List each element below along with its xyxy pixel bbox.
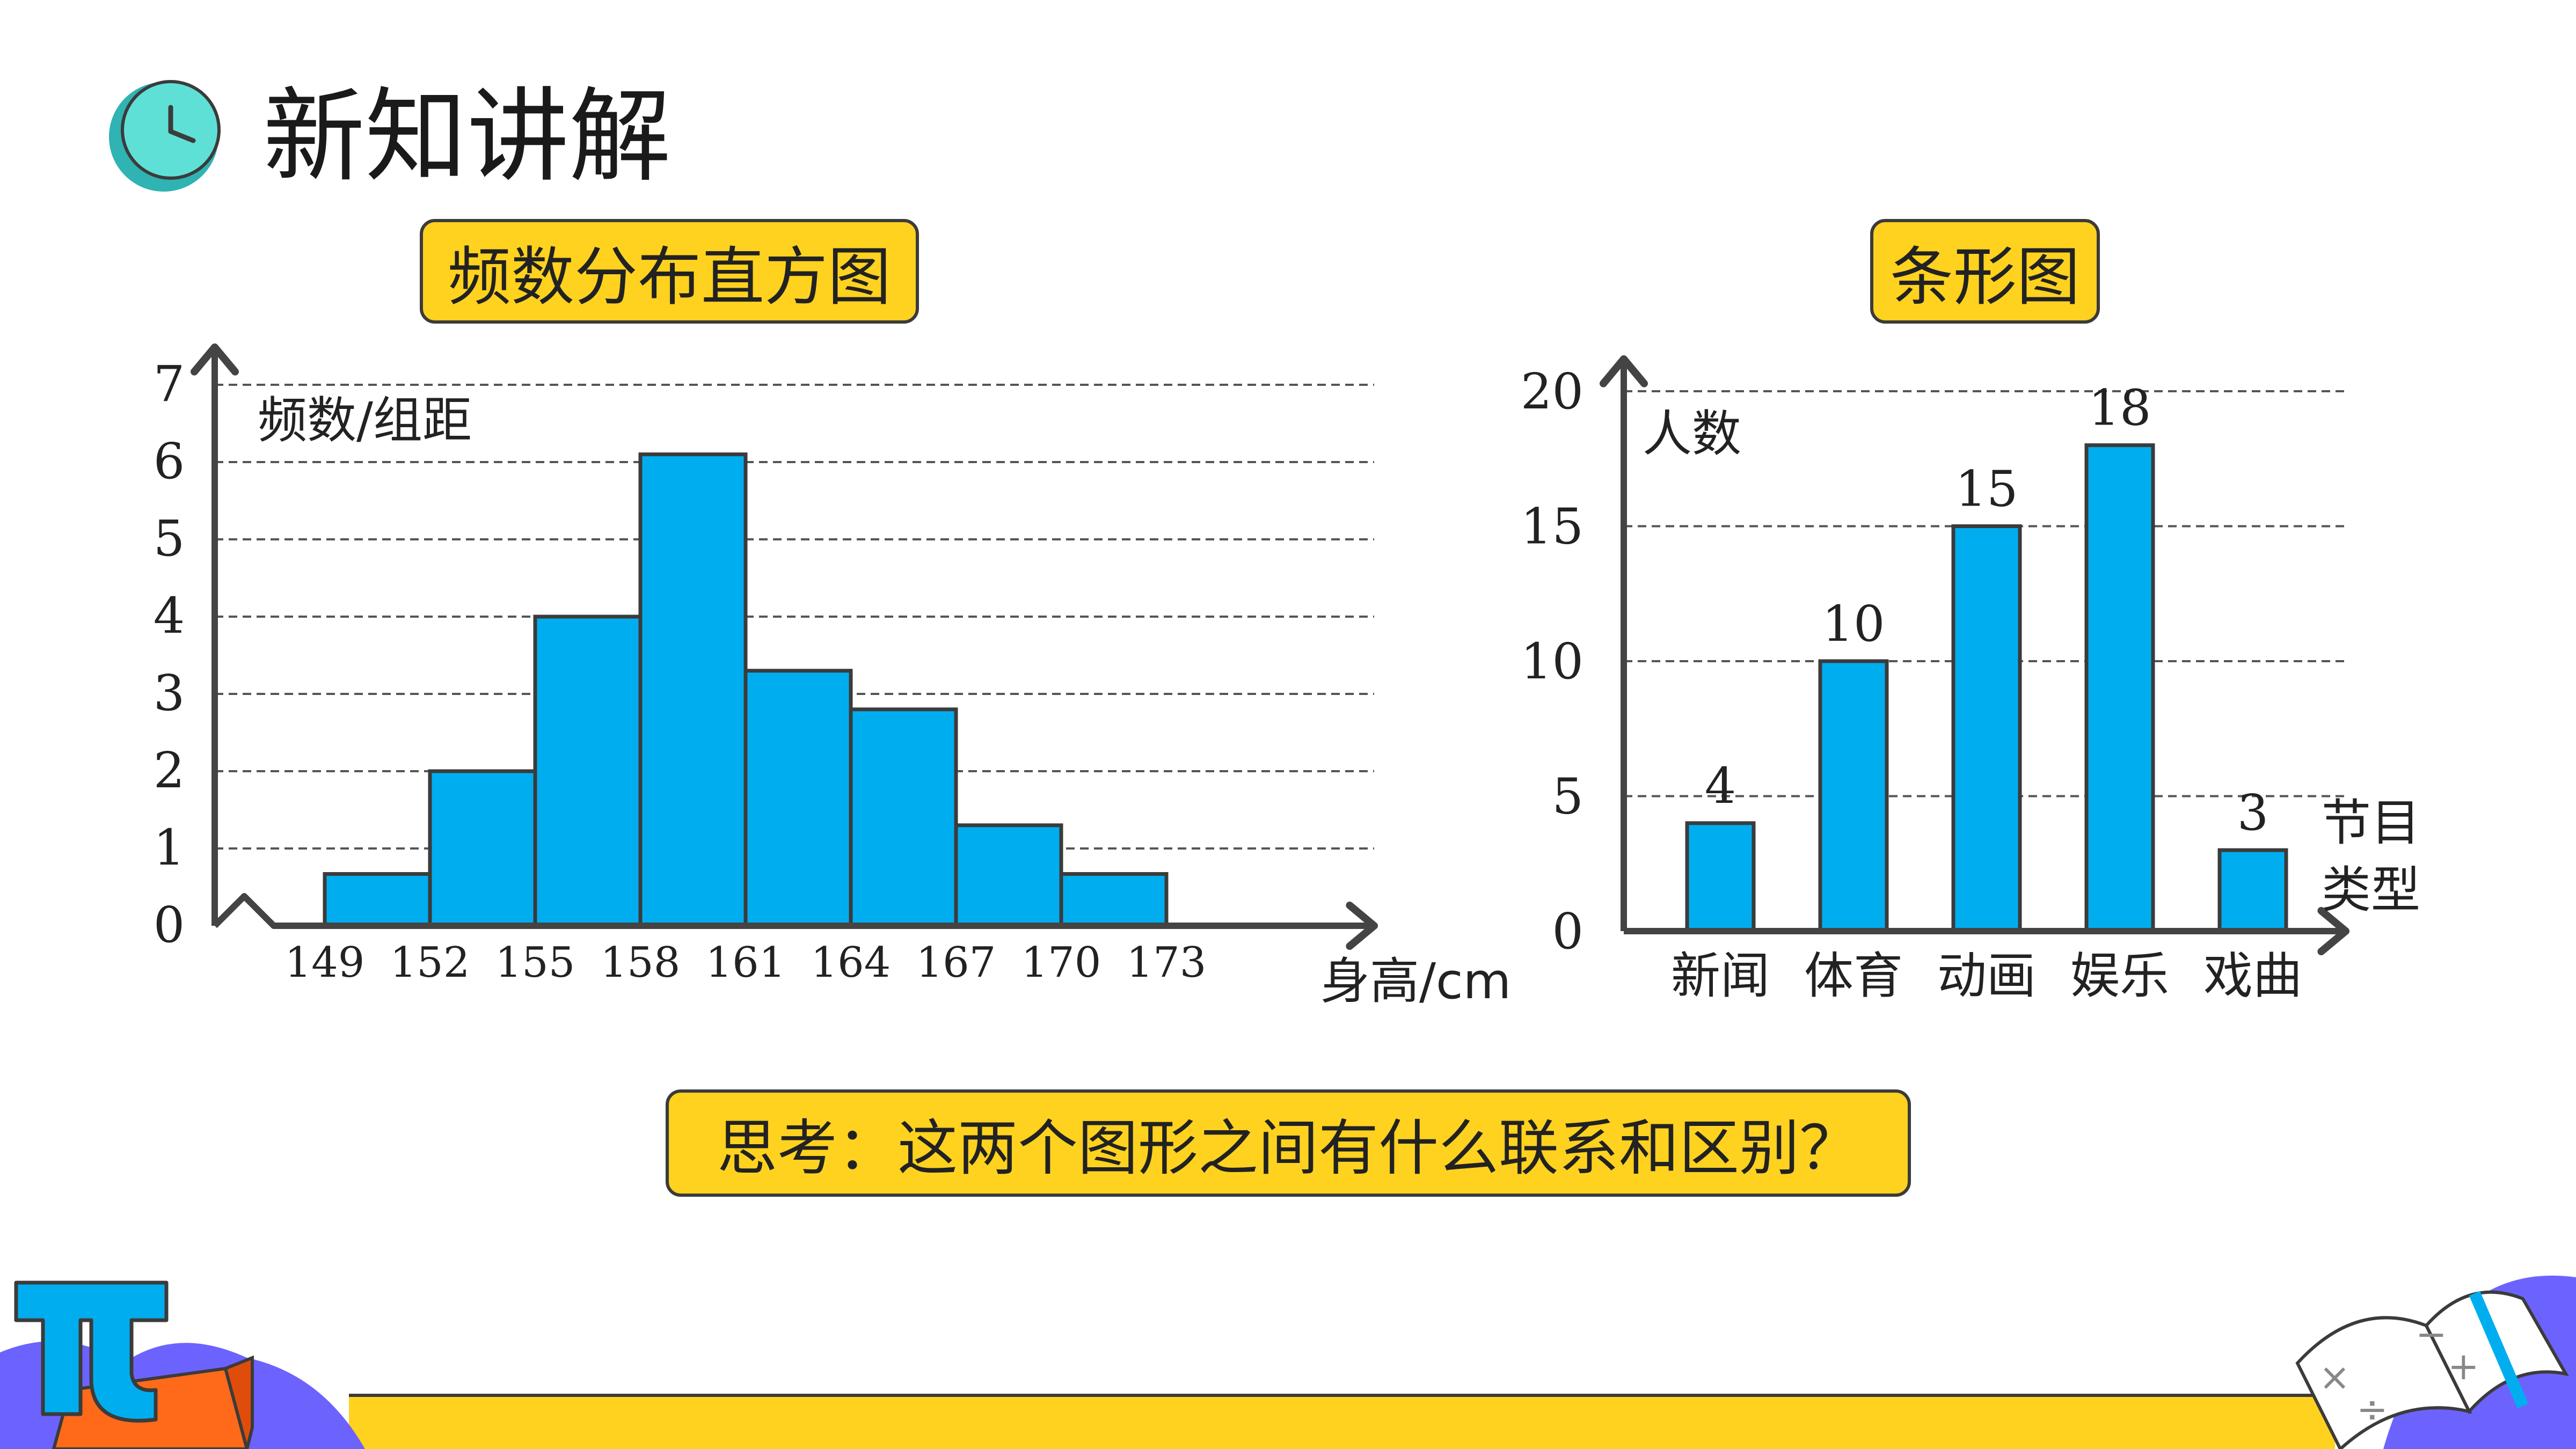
histogram-y-tick-label: 0 (154, 896, 185, 954)
bar-chart-bar (2084, 443, 2155, 933)
bar-chart-y-tick-label: 15 (1521, 498, 1583, 555)
histogram-y-tick-label: 4 (154, 587, 185, 645)
bar-chart-bar (1818, 659, 1889, 933)
histogram-y-tick-label: 2 (154, 742, 185, 799)
math-book-icon: × ÷ − + (2295, 1290, 2569, 1449)
histogram-y-tick-label: 7 (154, 355, 185, 413)
bar-chart-category-label: 动画 (1937, 947, 2036, 1005)
svg-text:+: + (2448, 1344, 2479, 1388)
histogram-bar (323, 872, 432, 928)
bar-chart-y-arrow (1600, 355, 1648, 387)
bar-chart-data-label: 4 (1705, 757, 1736, 815)
histogram-title-box: 频数分布直方图 (420, 219, 919, 324)
bar-chart-bar (1951, 524, 2022, 933)
bar-chart: 0 5 10 15 20 新闻 体育 动画 娱乐 戏曲 4 10 15 18 3 人数 节目 类型 (1521, 355, 2420, 1005)
bar-chart-category-label: 娱乐 (2070, 947, 2169, 1005)
bar-chart-y-tick-label: 0 (1552, 903, 1583, 960)
histogram-x-tick-label: 164 (811, 939, 891, 987)
footer-decoration (0, 1275, 2576, 1449)
clock-icon (109, 80, 221, 192)
bar-chart-category-label: 新闻 (1671, 947, 1770, 1005)
bar-chart-bar (2217, 848, 2288, 933)
bar-chart-x-arrow (2317, 907, 2349, 955)
histogram-x-tick-label: 152 (390, 939, 470, 987)
bar-chart-y-tick-label: 10 (1521, 633, 1583, 690)
histogram-x-tick-label: 155 (495, 939, 575, 987)
histogram-x-tick-label: 149 (285, 939, 365, 987)
histogram-bar (638, 452, 748, 928)
histogram-x-tick-label: 170 (1021, 939, 1101, 987)
bar-chart-data-label: 3 (2237, 784, 2269, 841)
histogram-x-axis-label: 身高/cm (1320, 953, 1511, 1010)
histogram-y-axis-label: 频数/组距 (258, 392, 472, 449)
bar-chart-y-tick-label: 5 (1552, 768, 1583, 825)
histogram-bar (428, 769, 537, 928)
bar-chart-title-box: 条形图 (1870, 219, 2100, 324)
histogram-x-tick-label: 158 (601, 939, 681, 987)
histogram-bar (1059, 872, 1169, 928)
bar-chart-x-axis-label-line1: 节目 (2322, 794, 2420, 852)
histogram-y-tick-label: 1 (154, 819, 185, 876)
histogram-y-tick-label: 3 (154, 664, 185, 722)
histogram-x-tick-label: 173 (1127, 939, 1207, 987)
bar-chart-y-axis-label: 人数 (1643, 405, 1741, 463)
bar-chart-x-axis-label-line2: 类型 (2322, 861, 2420, 919)
bar-chart-category-label: 体育 (1804, 947, 1903, 1005)
histogram-x-tick-label: 161 (706, 939, 786, 987)
pi-icon (14, 1280, 169, 1423)
histogram-y-tick-label: 6 (154, 433, 185, 490)
svg-text:−: − (2416, 1312, 2447, 1356)
histogram-chart: 0 1 2 3 4 5 6 7 149 152 155 158 161 164 167 170 173 频数/… (154, 343, 1511, 1010)
svg-text:×: × (2319, 1355, 2351, 1399)
bar-chart-y-tick-label: 20 (1521, 363, 1583, 420)
bar-chart-data-label: 10 (1822, 595, 1885, 653)
page-title: 新知讲解 (263, 77, 672, 196)
bar-chart-bar (1685, 821, 1756, 933)
bar-chart-category-label: 戏曲 (2203, 947, 2302, 1005)
histogram-x-tick-label: 167 (916, 939, 996, 987)
histogram-bar (954, 823, 1063, 928)
histogram-y-tick-label: 5 (154, 510, 185, 567)
histogram-y-arrow (191, 343, 239, 376)
histogram-bar (849, 707, 958, 928)
bar-chart-data-label: 18 (2088, 379, 2151, 437)
svg-text:÷: ÷ (2356, 1387, 2388, 1431)
histogram-bar (533, 614, 643, 928)
question-box: 思考：这两个图形之间有什么联系和区别？ (666, 1089, 1911, 1197)
bar-chart-data-label: 15 (1955, 460, 2018, 518)
histogram-bar (743, 669, 853, 928)
histogram-x-axis (212, 893, 1374, 929)
histogram-x-arrow (1346, 902, 1378, 950)
